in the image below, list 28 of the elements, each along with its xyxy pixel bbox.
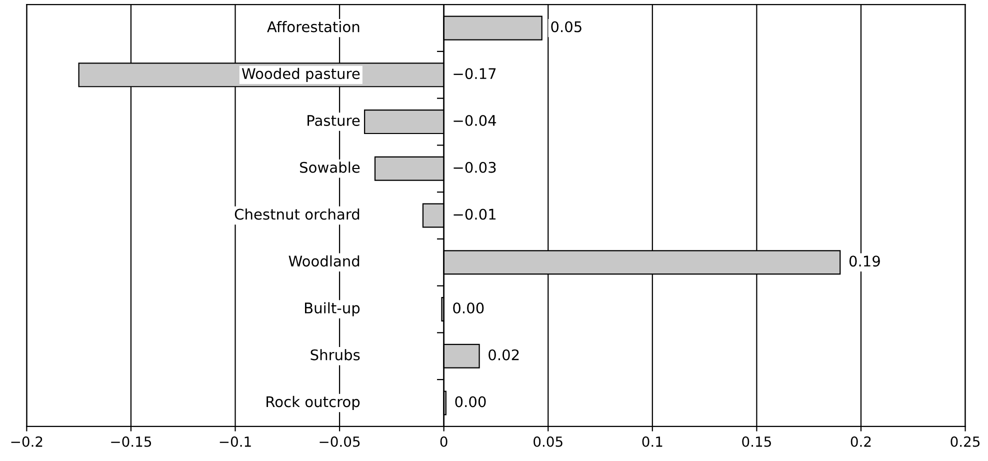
y-tick-label: Chestnut orchard	[234, 208, 360, 220]
data-label: −0.03	[454, 162, 496, 173]
x-tick-label: 0.25	[950, 436, 980, 447]
x-tick-label: 0.15	[742, 436, 771, 447]
data-label: 0.02	[488, 349, 519, 360]
data-label: 0.19	[849, 256, 880, 267]
y-tick-label: Sowable	[300, 162, 360, 173]
data-label: 0.05	[551, 21, 582, 32]
x-tick-label: 0.1	[642, 436, 662, 447]
x-tick-label: −0.2	[11, 436, 42, 447]
data-label: 0.00	[455, 396, 486, 408]
y-tick-label: Rock outcrop	[266, 396, 360, 410]
x-tick-label: 0.05	[534, 436, 562, 447]
y-tick-label: Woodland	[288, 255, 360, 267]
y-tick-label: Shrubs	[310, 349, 360, 360]
y-tick-label: Afforestation	[267, 20, 360, 32]
data-label: −0.01	[454, 208, 496, 220]
x-tick-label: −0.05	[320, 436, 360, 447]
y-tick-label: Wooded pasture	[242, 68, 360, 82]
y-tick-label: Pasture	[308, 115, 360, 126]
data-label: 0.00	[453, 302, 484, 314]
data-label: −0.17	[454, 68, 496, 80]
x-tick-label: −0.1	[220, 436, 251, 447]
x-tick-label: −0.15	[111, 436, 152, 447]
data-label: −0.04	[454, 114, 496, 126]
y-tick-label: Built-up	[305, 302, 360, 316]
x-tick-label: 0	[440, 436, 448, 447]
x-tick-label: 0.2	[850, 436, 871, 447]
